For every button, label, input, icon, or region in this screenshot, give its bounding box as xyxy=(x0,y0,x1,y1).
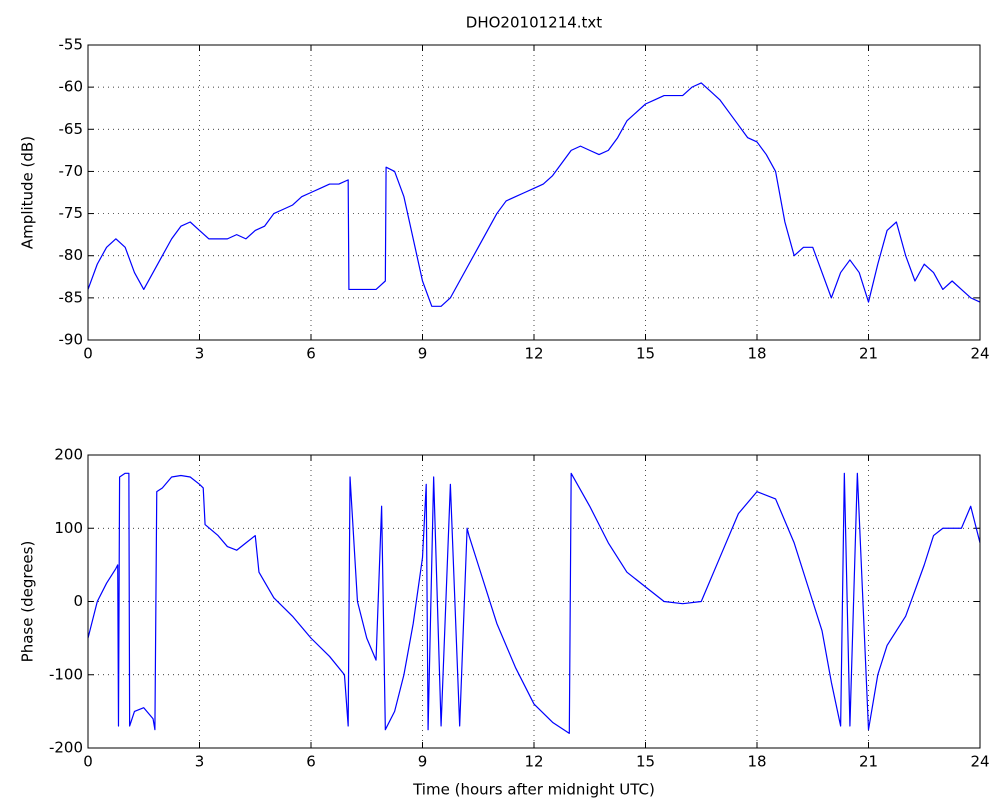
x-tick-label: 15 xyxy=(636,345,655,363)
x-tick-label: 24 xyxy=(970,753,989,771)
x-tick-label: 12 xyxy=(524,345,543,363)
x-tick-label: 0 xyxy=(83,345,93,363)
y-axis-label: Phase (degrees) xyxy=(19,541,37,663)
y-tick-label: -90 xyxy=(59,331,84,349)
x-tick-label: 21 xyxy=(859,345,878,363)
x-axis-label: Time (hours after midnight UTC) xyxy=(412,781,655,799)
x-tick-label: 9 xyxy=(418,753,428,771)
y-tick-label: -100 xyxy=(49,665,83,683)
axes-frame xyxy=(87,44,981,341)
y-tick-label: -85 xyxy=(59,288,84,306)
y-tick-label: -70 xyxy=(59,162,84,180)
x-tick-label: 18 xyxy=(747,345,766,363)
chart-title: DHO20101214.txt xyxy=(466,14,603,32)
y-tick-label: -200 xyxy=(49,739,83,757)
x-tick-label: 12 xyxy=(524,753,543,771)
y-tick-label: 200 xyxy=(54,446,83,464)
y-tick-label: -60 xyxy=(59,78,84,96)
y-tick-label: -65 xyxy=(59,120,84,138)
x-tick-label: 18 xyxy=(747,753,766,771)
data-line xyxy=(87,82,981,307)
y-tick-label: 100 xyxy=(54,519,83,537)
y-tick-label: -75 xyxy=(59,204,84,222)
x-tick-label: 0 xyxy=(83,753,93,771)
x-tick-label: 21 xyxy=(859,753,878,771)
y-tick-label: 0 xyxy=(73,592,83,610)
x-tick-label: 15 xyxy=(636,753,655,771)
y-tick-label: -55 xyxy=(59,36,84,54)
y-tick-label: -80 xyxy=(59,246,84,264)
x-tick-label: 6 xyxy=(306,345,316,363)
x-tick-label: 6 xyxy=(306,753,316,771)
y-axis-label: Amplitude (dB) xyxy=(19,136,37,249)
x-tick-label: 3 xyxy=(195,345,205,363)
x-tick-label: 9 xyxy=(418,345,428,363)
data-line xyxy=(87,472,981,734)
axes-frame xyxy=(87,454,981,749)
x-tick-label: 24 xyxy=(970,345,989,363)
x-tick-label: 3 xyxy=(195,753,205,771)
